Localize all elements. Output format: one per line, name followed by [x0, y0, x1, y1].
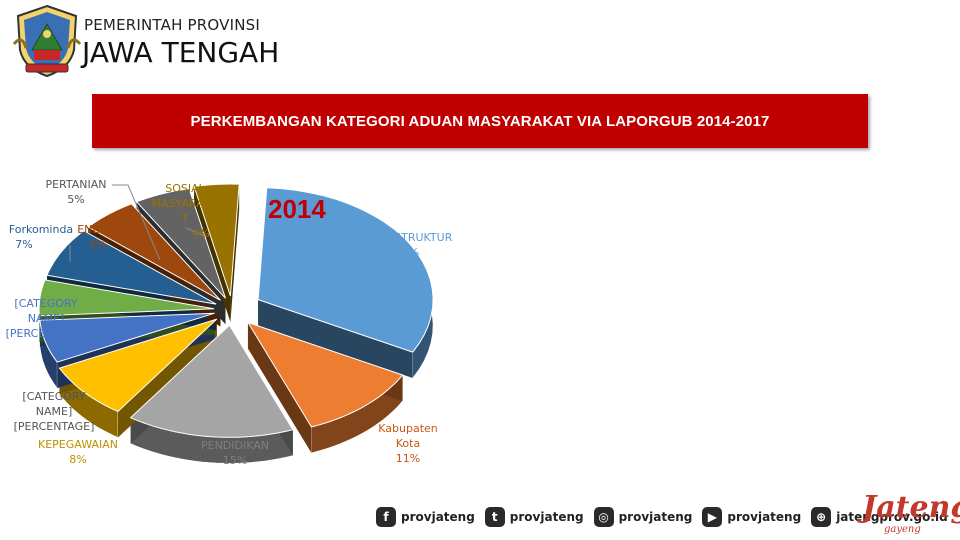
label-kepegawaian-name: KEPEGAWAIAN [38, 438, 118, 451]
pie-tops [38, 183, 434, 438]
pie-slice [129, 324, 294, 438]
label-energi-pct: 5% [89, 238, 107, 251]
label-kepegawaian-pct: 8% [69, 453, 87, 466]
pie-slice [46, 230, 217, 305]
label-infrastruktur: INFRASTRUKTUR 31% [352, 230, 462, 260]
pie-slice [257, 187, 434, 353]
label-pertanian: PERTANIAN 5% [44, 177, 108, 207]
label-sosial-name-2: MASYARAKA [151, 197, 219, 210]
label-infrastruktur-pct: 31% [394, 246, 420, 259]
label-forkominda: Forkominda 7% [6, 222, 76, 252]
jawa-tengah-crest-logo [12, 4, 82, 78]
label-category-2-name-2: NAME] [35, 405, 73, 418]
pie-slice [38, 279, 215, 317]
web-icon: ⊕ [811, 507, 832, 527]
chart-title-banner: PERKEMBANGAN KATEGORI ADUAN MASYARAKAT V… [92, 94, 868, 148]
label-kabupaten-kota-name-2: Kota [395, 437, 421, 450]
social-footer: f provjateng t provjateng ◎ provjateng ▶… [376, 492, 958, 540]
social-twitter-text: provjateng [509, 510, 584, 524]
pie-slice [39, 312, 215, 363]
label-kabupaten-kota: Kabupaten Kota 11% [370, 421, 446, 466]
label-category-1-name-1: [CATEGORY [14, 297, 78, 310]
label-kabupaten-kota-name-1: Kabupaten [378, 422, 438, 435]
social-youtube[interactable]: ▶ provjateng [702, 507, 801, 527]
social-twitter[interactable]: t provjateng [484, 507, 584, 527]
label-infrastruktur-name: INFRASTRUKTUR [361, 231, 453, 244]
social-instagram[interactable]: ◎ provjateng [593, 507, 693, 527]
leader-lines [69, 184, 206, 262]
social-web[interactable]: ⊕ jatengprov.go.id [811, 507, 948, 527]
pie-slice [246, 321, 404, 428]
instagram-icon: ◎ [593, 507, 614, 527]
social-instagram-text: provjateng [618, 510, 693, 524]
label-sosial-name-1: SOSIAL [165, 182, 205, 195]
leader-line-sosial [185, 227, 206, 237]
label-category-2-name-1: [CATEGORY [22, 390, 86, 403]
pie-slice-wall [258, 299, 413, 379]
pie-slice-wall [247, 322, 312, 453]
label-energi-name: ENERGI [77, 223, 119, 236]
header-title: JAWA TENGAH [82, 36, 280, 69]
label-sosial: SOSIAL MASYARAKA T 4% [140, 181, 230, 241]
pie-slice [58, 318, 218, 413]
label-pertanian-name: PERTANIAN [45, 178, 107, 191]
label-category-2-pct: [PERCENTAGE] [13, 420, 95, 433]
chart-title: PERKEMBANGAN KATEGORI ADUAN MASYARAKAT V… [190, 112, 770, 130]
pie-slice [87, 203, 221, 301]
label-pendidikan-pct: 15% [222, 454, 248, 467]
social-facebook-text: provjateng [401, 510, 475, 524]
header-subtitle: PEMERINTAH PROVINSI [84, 16, 260, 34]
label-kepegawaian: KEPEGAWAIAN 8% [30, 437, 126, 467]
label-category-2: [CATEGORY NAME] [PERCENTAGE] [8, 389, 100, 434]
leader-line-pertanian [112, 184, 161, 261]
label-pendidikan-name: PENDIDIKAN [200, 439, 269, 452]
chart-year-label: 2014 [268, 194, 326, 224]
label-forkominda-pct: 7% [15, 238, 33, 251]
pie-slice [135, 188, 226, 299]
social-web-text: jatengprov.go.id [836, 510, 948, 524]
label-pendidikan: PENDIDIKAN 15% [190, 438, 280, 468]
jateng-brand-tagline: gayeng [884, 524, 921, 535]
label-category-1-name-2: NAME] [27, 312, 65, 325]
label-energi: ENERGI 5% [70, 222, 126, 252]
label-sosial-name-3: T [181, 212, 189, 225]
youtube-icon: ▶ [702, 507, 723, 527]
social-youtube-text: provjateng [727, 510, 802, 524]
twitter-icon: t [484, 507, 505, 527]
label-category-1-pct: [PERCENTAGE] [5, 327, 87, 340]
social-facebook[interactable]: f provjateng [376, 507, 475, 527]
pie-slice [193, 183, 240, 297]
label-pertanian-pct: 5% [67, 193, 85, 206]
label-category-1: [CATEGORY NAME] [PERCENTAGE] [4, 296, 88, 341]
label-forkominda-name: Forkominda [8, 223, 74, 236]
label-kabupaten-kota-pct: 11% [395, 452, 421, 465]
label-sosial-pct: 4% [192, 227, 210, 240]
facebook-icon: f [376, 507, 396, 527]
